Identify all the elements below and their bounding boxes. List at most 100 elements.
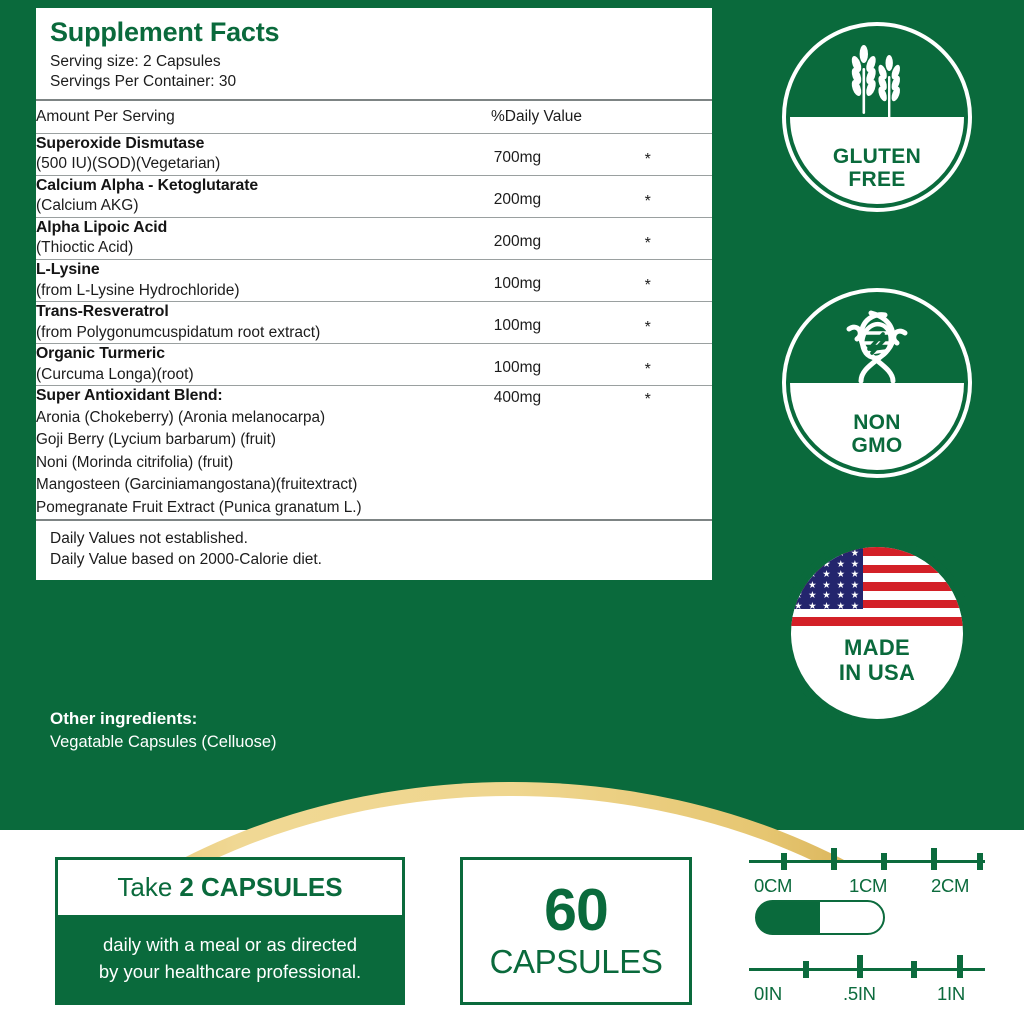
table-row: Alpha Lipoic Acid (Thioctic Acid) 200mg … <box>36 218 712 259</box>
directions-take-bold: 2 CAPSULES <box>179 872 343 902</box>
footnote-line: Daily Values not established. <box>50 530 248 548</box>
ruler-tick-cm <box>977 853 983 870</box>
ruler-tick-cm <box>831 848 837 870</box>
ingredient-name: L-Lysine <box>36 261 100 279</box>
ingredient-name: Alpha Lipoic Acid <box>36 218 168 236</box>
blend-item: Pomegranate Fruit Extract (Punica granat… <box>36 498 362 516</box>
ingredient-subtitle: (from L-Lysine Hydrochloride) <box>36 281 240 299</box>
table-row: Superoxide Dismutase (500 IU)(SOD)(Veget… <box>36 134 712 175</box>
ruler-tick-in <box>857 955 863 978</box>
size-ruler: 0CM 1CM 2CM 0IN .5IN 1IN <box>745 848 995 1010</box>
ingredient-subtitle: (from Polygonumcuspidatum root extract) <box>36 323 321 341</box>
ingredient-rows-blend: Super Antioxidant Blend: Aronia (Chokebe… <box>36 386 712 519</box>
ingredient-name: Trans-Resveratrol <box>36 303 169 321</box>
badge-ring <box>782 22 972 212</box>
capsule-count-box: 60 CAPSULES <box>460 857 692 1005</box>
badge-gluten-free: GLUTEN FREE <box>782 22 972 212</box>
ingredient-subtitle: (Curcuma Longa)(root) <box>36 365 194 383</box>
ingredient-daily-value: * <box>644 319 651 337</box>
ingredient-name: Organic Turmeric <box>36 345 165 363</box>
ingredient-daily-value: * <box>644 150 651 168</box>
page-title: Supplement Facts <box>50 17 280 47</box>
servings-per-container: Servings Per Container: 30 <box>50 73 237 91</box>
supplement-facts-panel: Supplement Facts Serving size: 2 Capsule… <box>36 8 712 581</box>
footnote-line: Daily Value based on 2000-Calorie diet. <box>50 551 322 569</box>
directions-box: Take 2 CAPSULES daily with a meal or as … <box>55 857 405 1005</box>
directions-take-prefix: Take <box>117 872 173 902</box>
blend-item: Goji Berry (Lycium barbarum) (fruit) <box>36 431 276 449</box>
ingredient-rows: L-Lysine (from L-Lysine Hydrochloride) 1… <box>36 260 712 301</box>
ruler-label-cm: 0CM <box>754 875 793 896</box>
ingredient-amount: 200mg <box>493 190 542 208</box>
serving-size: Serving size: 2 Capsules <box>50 52 221 70</box>
divider <box>36 385 712 387</box>
capsule-count-number: 60 <box>544 876 609 943</box>
other-ingredients: Other ingredients: Vegatable Capsules (C… <box>50 708 277 753</box>
ingredient-amount: 400mg <box>493 389 542 407</box>
directions-headline: Take 2 CAPSULES <box>58 860 402 915</box>
supplement-facts-table: Amount Per Serving %Daily Value <box>36 101 712 133</box>
ingredient-name: Superoxide Dismutase <box>36 134 205 152</box>
column-header-daily-value: %Daily Value <box>491 107 583 125</box>
table-row: Trans-Resveratrol (from Polygonumcuspida… <box>36 302 712 343</box>
ingredient-rows: Alpha Lipoic Acid (Thioctic Acid) 200mg … <box>36 218 712 259</box>
ingredient-amount: 700mg <box>493 148 542 166</box>
ruler-tick-in <box>957 955 963 978</box>
ruler-tick-in <box>911 961 917 978</box>
ingredient-rows: Organic Turmeric (Curcuma Longa)(root) 1… <box>36 344 712 385</box>
badge-made-in-usa: ★ ★ ★ ★ ★ ★ ★ ★ ★ ★ ★ ★ ★ ★ ★ ★ ★ ★ ★ ★ … <box>782 538 972 728</box>
directions-line1: daily with a meal or as directed <box>103 934 357 956</box>
blend-item: Mangosteen (Garciniamangostana)(fruitext… <box>36 476 358 494</box>
ruler-tick-cm <box>881 853 887 870</box>
divider <box>36 301 712 303</box>
badge-ring <box>782 538 972 728</box>
badge-ring <box>782 288 972 478</box>
divider <box>36 519 712 522</box>
ingredient-daily-value: * <box>644 277 651 295</box>
ruler-label-cm: 2CM <box>931 875 970 896</box>
blend-item: Aronia (Chokeberry) (Aronia melanocarpa) <box>36 408 326 426</box>
table-row: Organic Turmeric (Curcuma Longa)(root) 1… <box>36 344 712 385</box>
ingredient-subtitle: (Calcium AKG) <box>36 197 139 215</box>
ingredient-daily-value: * <box>644 192 651 210</box>
blend-item: Noni (Morinda citrifolia) (fruit) <box>36 453 234 471</box>
footnotes: Daily Values not established. Daily Valu… <box>36 521 712 580</box>
ruler-tick-cm <box>781 853 787 870</box>
ingredient-rows: Trans-Resveratrol (from Polygonumcuspida… <box>36 302 712 343</box>
ingredient-daily-value: * <box>644 234 651 252</box>
ingredient-name: Super Antioxidant Blend: <box>36 387 223 405</box>
ingredient-daily-value: * <box>644 391 651 409</box>
table-row: Calcium Alpha - Ketoglutarate (Calcium A… <box>36 176 712 217</box>
other-ingredients-body: Vegatable Capsules (Celluose) <box>50 732 277 751</box>
other-ingredients-title: Other ingredients: <box>50 709 198 728</box>
ruler-tick-cm <box>931 848 937 870</box>
ingredient-amount: 100mg <box>493 359 542 377</box>
ruler-label-in: .5IN <box>843 983 876 1004</box>
ingredient-daily-value: * <box>644 361 651 379</box>
column-header-amount: Amount Per Serving <box>36 107 175 125</box>
ingredient-amount: 200mg <box>493 232 542 250</box>
divider <box>36 216 712 218</box>
divider <box>36 132 712 134</box>
directions-detail: daily with a meal or as directed by your… <box>58 915 402 1002</box>
ruler-label-in: 1IN <box>937 983 965 1004</box>
table-header-row: Amount Per Serving %Daily Value <box>36 101 712 133</box>
divider <box>36 343 712 345</box>
ruler-line-in <box>749 968 985 971</box>
capsule-count-word: CAPSULES <box>489 942 663 980</box>
ruler-label-in: 0IN <box>754 983 782 1004</box>
ingredient-rows: Superoxide Dismutase (500 IU)(SOD)(Veget… <box>36 134 712 175</box>
table-row: Super Antioxidant Blend: Aronia (Chokebe… <box>36 386 712 519</box>
ingredient-amount: 100mg <box>493 275 542 293</box>
badge-non-gmo: NON GMO <box>782 288 972 478</box>
ingredient-subtitle: (Thioctic Acid) <box>36 239 134 257</box>
ingredient-amount: 100mg <box>493 317 542 335</box>
supplement-facts-header: Supplement Facts Serving size: 2 Capsule… <box>36 8 712 99</box>
directions-line2: by your healthcare professional. <box>98 960 362 982</box>
ruler-label-cm: 1CM <box>849 875 888 896</box>
divider <box>36 259 712 261</box>
divider <box>36 174 712 176</box>
ingredient-name: Calcium Alpha - Ketoglutarate <box>36 176 259 194</box>
table-row: L-Lysine (from L-Lysine Hydrochloride) 1… <box>36 260 712 301</box>
